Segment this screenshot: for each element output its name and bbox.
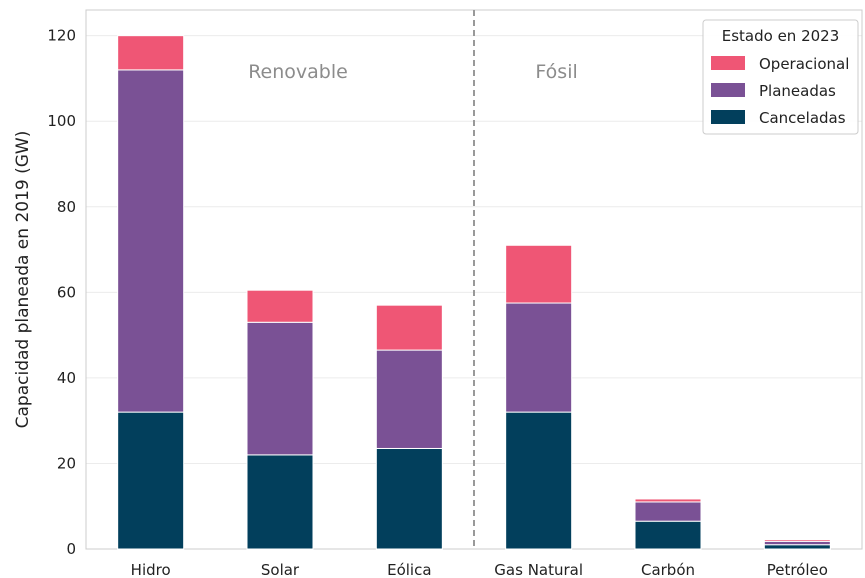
group-label-renovable: Renovable xyxy=(248,61,348,83)
bar-canceladas-4 xyxy=(634,520,702,550)
bar-canceladas-2 xyxy=(375,447,443,550)
y-axis-ticks: 0 20 40 60 80 100 120 xyxy=(47,27,76,558)
legend-swatch-operacional xyxy=(711,56,745,70)
bar-planeadas-3 xyxy=(505,302,573,413)
bar-planeadas-1 xyxy=(246,321,314,456)
x-tick-label: Petróleo xyxy=(767,561,828,578)
bars-layer xyxy=(117,35,831,550)
legend-swatch-planeadas xyxy=(711,83,745,97)
x-axis-ticks: Hidro Solar Eólica Gas Natural Carbón Petróle… xyxy=(131,561,828,578)
y-tick-label: 0 xyxy=(66,540,76,558)
y-tick-label: 100 xyxy=(47,112,76,130)
y-tick-label: 40 xyxy=(57,369,76,387)
legend-label-canceladas: Canceladas xyxy=(759,109,846,127)
bar-canceladas-3 xyxy=(505,411,573,550)
bar-operacional-2 xyxy=(375,304,443,351)
y-tick-label: 120 xyxy=(47,27,76,45)
y-tick-label: 60 xyxy=(57,283,76,301)
bar-canceladas-5 xyxy=(763,544,831,550)
legend-label-operacional: Operacional xyxy=(759,55,849,73)
legend-title: Estado en 2023 xyxy=(722,27,840,45)
x-tick-label: Gas Natural xyxy=(494,561,583,578)
bar-planeadas-2 xyxy=(375,349,443,449)
bar-planeadas-0 xyxy=(117,69,185,413)
bar-canceladas-0 xyxy=(117,411,185,550)
bar-operacional-5 xyxy=(763,539,831,542)
x-tick-label: Carbón xyxy=(641,561,695,578)
legend-swatch-canceladas xyxy=(711,110,745,124)
legend-box xyxy=(702,19,859,135)
x-tick-label: Eólica xyxy=(387,561,431,578)
group-label-fosil: Fósil xyxy=(535,61,577,83)
bar-canceladas-1 xyxy=(246,454,314,550)
y-tick-label: 20 xyxy=(57,454,76,472)
bar-operacional-0 xyxy=(117,35,185,71)
bar-planeadas-5 xyxy=(763,540,831,546)
y-tick-label: 80 xyxy=(57,198,76,216)
legend-items: Operacional Planeadas Canceladas xyxy=(711,55,849,127)
x-tick-label: Solar xyxy=(261,561,300,578)
y-axis-title: Capacidad planeada en 2019 (GW) xyxy=(13,131,33,429)
legend-label-planeadas: Planeadas xyxy=(759,82,836,100)
bar-planeadas-4 xyxy=(634,501,702,522)
bar-operacional-4 xyxy=(634,498,702,503)
x-tick-label: Hidro xyxy=(131,561,171,578)
bar-operacional-3 xyxy=(505,244,573,304)
legend: Estado en 2023 Operacional Planeadas Cance… xyxy=(702,19,859,135)
bar-operacional-1 xyxy=(246,289,314,323)
